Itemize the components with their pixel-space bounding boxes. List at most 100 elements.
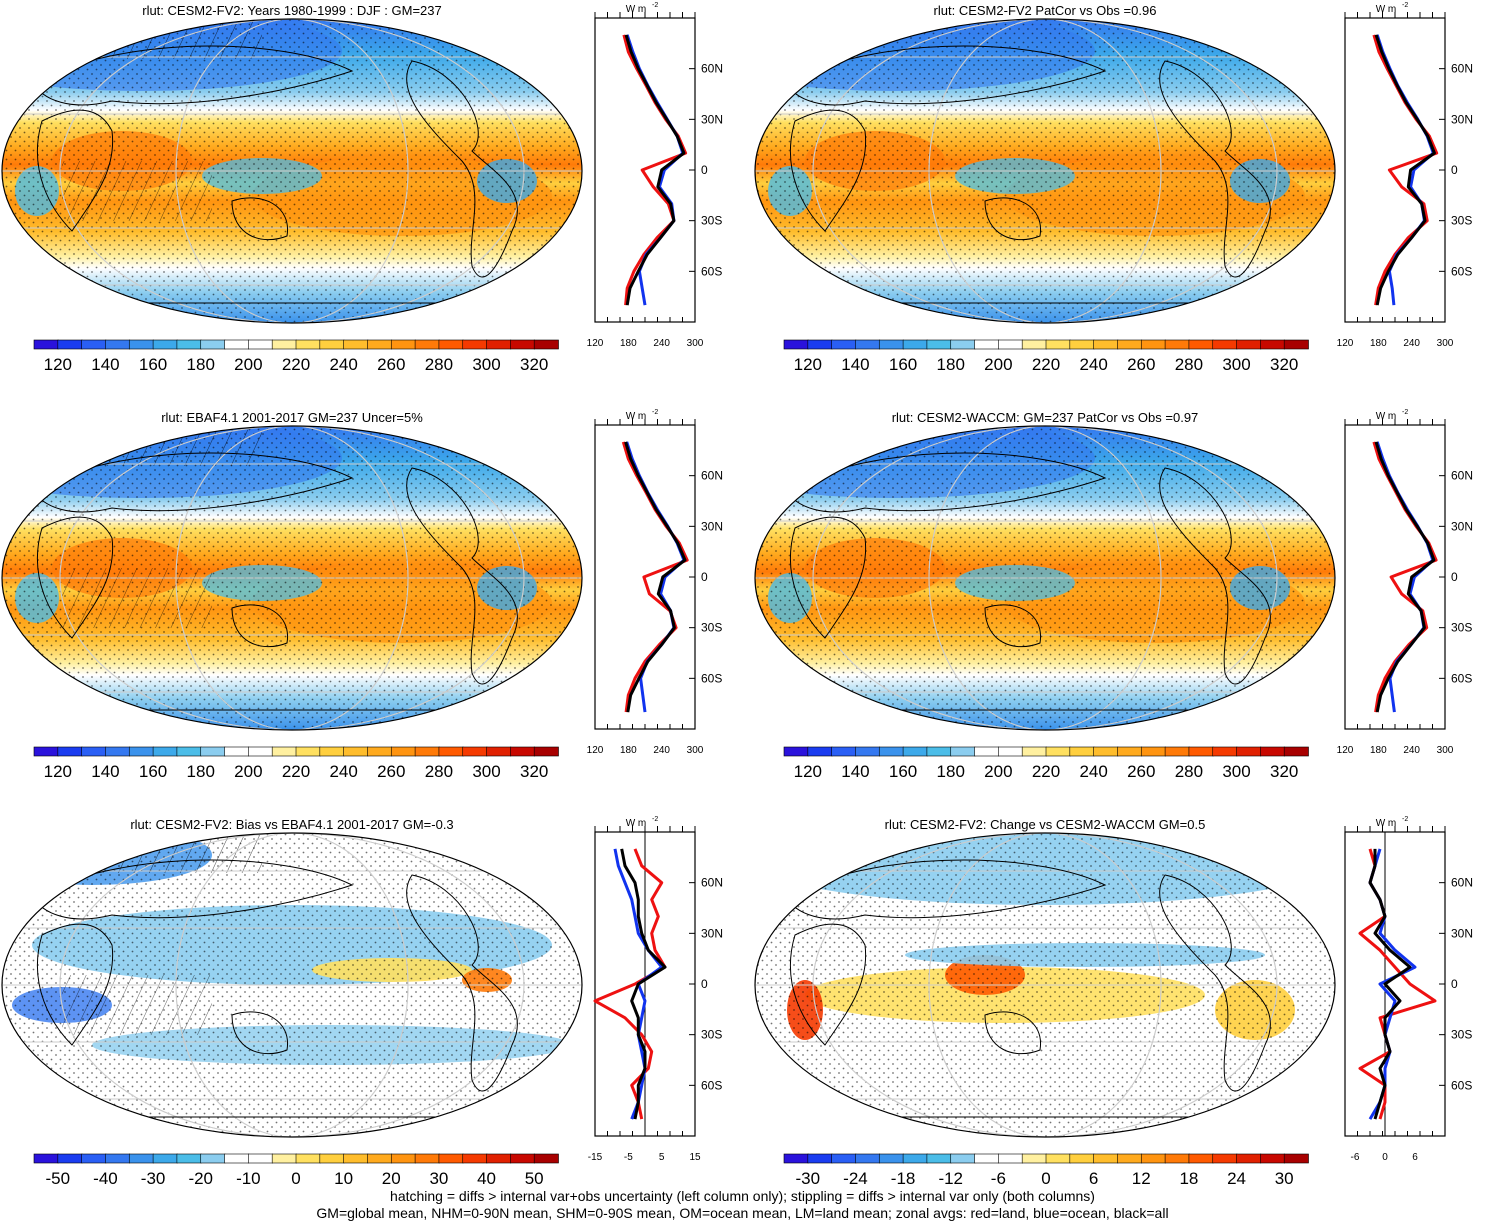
colorbar-swatch	[271, 339, 297, 350]
zonal-mean-inset: W m -2 60N 30N 0 30S 60S 120 180 240 300	[587, 409, 723, 756]
colorbar-swatch	[486, 339, 512, 350]
colorbar-label: -10	[236, 1169, 261, 1185]
colorbar-swatch	[128, 1153, 154, 1164]
zonal-lat-label: 60N	[1451, 62, 1473, 76]
colorbar-label: 200	[234, 762, 262, 781]
zonal-line-all	[1368, 848, 1412, 1120]
colorbar-swatch	[1283, 746, 1309, 757]
panel-6: rlut: CESM2-FV2: Change vs CESM2-WACCM G…	[754, 816, 1473, 1185]
zonal-lat-label: 0	[701, 163, 708, 177]
colorbar-swatch	[1117, 339, 1143, 350]
zonal-x-tick-label: 300	[1437, 338, 1454, 349]
continent-outline	[790, 516, 867, 639]
colorbar-swatch	[57, 1153, 83, 1164]
graticule-lon	[928, 833, 1162, 1137]
colorbar-swatch	[783, 339, 809, 350]
colorbar-swatch	[367, 1153, 393, 1164]
zonal-x-tick-label: 180	[620, 745, 637, 756]
zonal-lat-label: 60N	[701, 469, 723, 483]
zonal-x-tick-label: -6	[1351, 1152, 1360, 1163]
continent-outline	[790, 923, 867, 1046]
colorbar-swatch	[81, 1153, 107, 1164]
colorbar-swatch	[974, 339, 1000, 350]
continent-outline	[31, 859, 354, 920]
colorbar-swatch	[390, 339, 416, 350]
colorbar-swatch	[33, 1153, 59, 1164]
panel-title: rlut: CESM2-FV2: Change vs CESM2-WACCM G…	[885, 817, 1206, 832]
colorbar-swatch	[533, 339, 559, 350]
zonal-units-superscript: -2	[1402, 2, 1408, 9]
colorbar-swatch	[998, 1153, 1023, 1164]
graticule-lon	[59, 426, 525, 730]
colorbar-swatch	[319, 339, 345, 350]
colorbar-swatch	[486, 746, 512, 757]
colorbar-swatch	[438, 1153, 464, 1164]
colorbar-swatch	[1140, 1153, 1166, 1164]
map-border	[1, 18, 583, 324]
colorbar-swatch	[105, 1153, 131, 1164]
colorbar-label: 180	[937, 762, 965, 781]
zonal-x-tick-label: 300	[687, 338, 704, 349]
zonal-lat-label: 30N	[1451, 926, 1473, 940]
colorbar-label: 12	[1132, 1169, 1151, 1185]
colorbar-swatch	[462, 1153, 488, 1164]
zonal-lat-label: 30N	[1451, 519, 1473, 533]
zonal-frame	[1344, 831, 1446, 1137]
colorbar-swatch	[926, 1153, 952, 1164]
zonal-mean-inset: W m -2 60N 30N 0 30S 60S 120 180 240 300	[1337, 2, 1473, 349]
colorbar-swatch	[224, 1153, 250, 1164]
colorbar-swatch	[1140, 339, 1166, 350]
zonal-x-tick-label: 300	[687, 745, 704, 756]
colorbar-swatch	[950, 746, 976, 757]
zonal-lat-label: 60S	[1451, 1078, 1472, 1092]
colorbar-swatch	[105, 746, 131, 757]
colorbar-label: 160	[139, 762, 167, 781]
colorbar-swatch	[319, 746, 345, 757]
colorbar-label: 18	[1179, 1169, 1198, 1185]
colorbar-label: -50	[46, 1169, 71, 1185]
colorbar-label: 24	[1227, 1169, 1246, 1185]
colorbar-swatch	[831, 1153, 857, 1164]
colorbar-swatch	[462, 339, 488, 350]
colorbar-label: 0	[291, 1169, 300, 1185]
colorbar-swatch	[926, 339, 952, 350]
zonal-line-all	[624, 441, 687, 713]
zonal-lat-label: 60N	[701, 62, 723, 76]
colorbar-swatch	[510, 339, 535, 350]
zonal-x-tick-label: 120	[1337, 338, 1354, 349]
zonal-mean-inset: W m -2 60N 30N 0 30S 60S -6 0 6	[1344, 816, 1473, 1163]
colorbar-swatch	[152, 339, 178, 350]
zonal-x-tick-label: 180	[1370, 338, 1387, 349]
zonal-lat-label: 30S	[1451, 214, 1472, 228]
colorbar-swatch	[152, 1153, 178, 1164]
zonal-mean-inset: W m -2 60N 30N 0 30S 60S -15 -5 5 15	[588, 816, 723, 1163]
colorbar-swatch	[200, 1153, 226, 1164]
map-border	[754, 832, 1336, 1138]
panel-title: rlut: CESM2-WACCM: GM=237 PatCor vs Obs …	[892, 410, 1199, 425]
graticule-lon	[175, 833, 409, 1137]
zonal-units-label: W m	[1376, 411, 1397, 422]
colorbar-swatch	[950, 339, 976, 350]
colorbar-swatch	[807, 1153, 833, 1164]
world-map	[1, 425, 583, 731]
colorbar-swatch	[1021, 339, 1047, 350]
colorbar-swatch	[200, 746, 226, 757]
world-map	[754, 425, 1336, 731]
continent-outline	[1159, 60, 1271, 278]
colorbar-swatch	[414, 1153, 440, 1164]
colorbar-swatch	[105, 339, 131, 350]
panel-4: rlut: CESM2-WACCM: GM=237 PatCor vs Obs …	[754, 409, 1473, 781]
colorbar-swatch	[1045, 339, 1071, 350]
colorbar-swatch	[414, 746, 440, 757]
colorbar-swatch	[998, 746, 1023, 757]
zonal-lat-label: 30N	[1451, 112, 1473, 126]
colorbar-label: 120	[44, 355, 72, 374]
colorbar-swatch	[176, 746, 202, 757]
colorbar-swatch	[1069, 339, 1095, 350]
panel-5: rlut: CESM2-FV2: Bias vs EBAF4.1 2001-20…	[1, 816, 723, 1185]
colorbar-swatch	[974, 1153, 1000, 1164]
colorbar-label: 30	[1275, 1169, 1294, 1185]
colorbar-swatch	[855, 746, 881, 757]
colorbar: -30 -24 -18 -12 -6 0 6 12 18 24 30	[783, 1153, 1309, 1185]
world-map	[1, 832, 583, 1138]
